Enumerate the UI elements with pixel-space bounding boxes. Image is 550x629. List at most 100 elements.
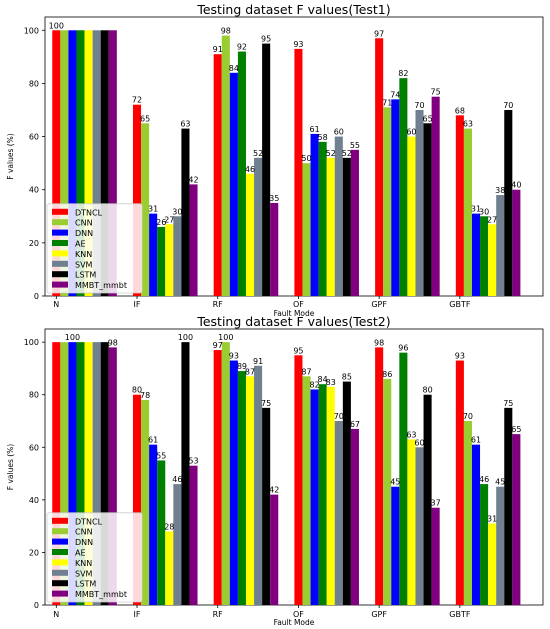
data-label: 85 — [342, 373, 352, 382]
data-label: 30 — [479, 207, 489, 216]
bar-DTNCL-GBTF — [455, 115, 464, 296]
data-label: 65 — [140, 114, 150, 123]
bar-KNN-N — [84, 342, 93, 605]
bar-DNN-GPF — [391, 99, 400, 296]
data-label: 83 — [326, 378, 336, 387]
data-label: 93 — [229, 352, 239, 361]
legend-swatch — [52, 250, 68, 257]
bar-DNN-N — [68, 30, 77, 297]
y-tick-label: 80 — [29, 79, 39, 88]
bar-AE-N — [76, 342, 85, 605]
bar-DTNCL-N — [52, 30, 61, 297]
bar-LSTM-GBTF — [504, 110, 513, 296]
bar-DTNCL-RF — [213, 54, 222, 297]
data-label: 46 — [479, 475, 489, 484]
bar-CNN-GBTF — [463, 128, 472, 296]
legend-entry: AE — [75, 240, 86, 249]
data-label: 45 — [390, 478, 400, 487]
bar-LSTM-RF — [262, 407, 271, 605]
bar-DNN-OF — [310, 389, 319, 605]
bar-KNN-OF — [326, 157, 335, 296]
data-label: 87 — [245, 367, 255, 376]
chart-2: Testing dataset F values(Test2) 0 20 40 60 80… — [6, 314, 544, 627]
data-label: 93 — [293, 40, 303, 49]
bar-AE-GBTF — [480, 484, 489, 605]
bar-LSTM-GPF — [423, 123, 432, 297]
data-label: 95 — [261, 35, 271, 44]
bar-MMBT_mmbt-GBTF — [512, 189, 521, 296]
bar-LSTM-RF — [262, 43, 271, 297]
legend-swatch — [52, 208, 68, 215]
x-tick-label: GPF — [371, 300, 387, 309]
data-label: 58 — [318, 133, 328, 142]
data-label: 96 — [398, 344, 408, 353]
data-label: 82 — [309, 380, 319, 389]
bar-SVM-OF — [334, 136, 343, 296]
legend-swatch — [52, 569, 68, 576]
data-label: 31 — [471, 205, 481, 214]
bar-DTNCL-IF — [132, 394, 142, 605]
data-label: 63 — [463, 120, 473, 129]
bar-AE-GPF — [399, 352, 408, 605]
bar-MMBT_mmbt-N — [108, 30, 117, 297]
bar-DTNCL-N — [52, 342, 61, 605]
data-label: 93 — [455, 352, 465, 361]
bar-AE-GBTF — [480, 216, 489, 296]
bar-MMBT_mmbt-OF — [350, 149, 359, 296]
legend-box — [46, 203, 143, 294]
x-tick-label: IF — [134, 610, 141, 619]
data-label: 87 — [301, 367, 311, 376]
data-label: 84 — [229, 64, 239, 73]
chart-title: Testing dataset F values(Test2) — [196, 314, 390, 329]
data-label: 74 — [390, 90, 400, 99]
bar-SVM-GPF — [415, 110, 424, 296]
bar-AE-RF — [237, 51, 246, 296]
bar-AE-RF — [237, 371, 246, 605]
data-label: 70 — [463, 412, 473, 421]
legend-entry: SVM — [75, 569, 93, 578]
bar-SVM-GPF — [415, 447, 424, 605]
bar-CNN-OF — [302, 376, 311, 605]
bar-MMBT_mmbt-IF — [189, 184, 198, 296]
y-axis-label: F values (%) — [6, 133, 15, 180]
legend-swatch — [52, 260, 68, 267]
legend-entry: LSTM — [75, 271, 96, 280]
data-label: 60 — [406, 128, 416, 137]
bar-DNN-OF — [310, 133, 319, 296]
data-label: 80 — [422, 386, 432, 395]
bar-DNN-GBTF — [471, 444, 481, 605]
data-label: 70 — [414, 101, 424, 110]
data-label: 97 — [213, 341, 223, 350]
bar-KNN-IF — [165, 531, 174, 605]
bar-LSTM-N — [100, 30, 109, 297]
legend-entry: KNN — [75, 559, 92, 568]
bar-CNN-OF — [302, 163, 311, 296]
y-tick-label: 60 — [29, 133, 39, 142]
y-axis-label: F values (%) — [6, 444, 15, 491]
data-label: 40 — [511, 181, 521, 190]
bar-KNN-N — [84, 30, 93, 297]
bar-MMBT_mmbt-GBTF — [512, 434, 521, 605]
bar-AE-GPF — [399, 78, 408, 296]
bar-CNN-RF — [221, 35, 230, 296]
data-label: 100 — [178, 333, 193, 342]
bar-SVM-IF — [173, 484, 182, 605]
data-label: 92 — [237, 43, 247, 52]
data-label: 100 — [65, 333, 80, 342]
bar-AE-OF — [318, 141, 327, 296]
bar-LSTM-OF — [342, 157, 351, 296]
data-label: 31 — [148, 205, 158, 214]
data-label: 95 — [293, 346, 303, 355]
chart-title: Testing dataset F values(Test1) — [196, 2, 390, 17]
data-label: 31 — [487, 515, 497, 524]
data-label: 91 — [253, 357, 263, 366]
data-label: 60 — [334, 128, 344, 137]
bar-DNN-GPF — [391, 486, 400, 605]
legend-swatch — [52, 559, 68, 566]
plot-frame — [44, 16, 544, 297]
bar-CNN-N — [60, 30, 69, 297]
y-tick-label: 80 — [29, 391, 39, 400]
x-tick-label: N — [53, 610, 59, 619]
